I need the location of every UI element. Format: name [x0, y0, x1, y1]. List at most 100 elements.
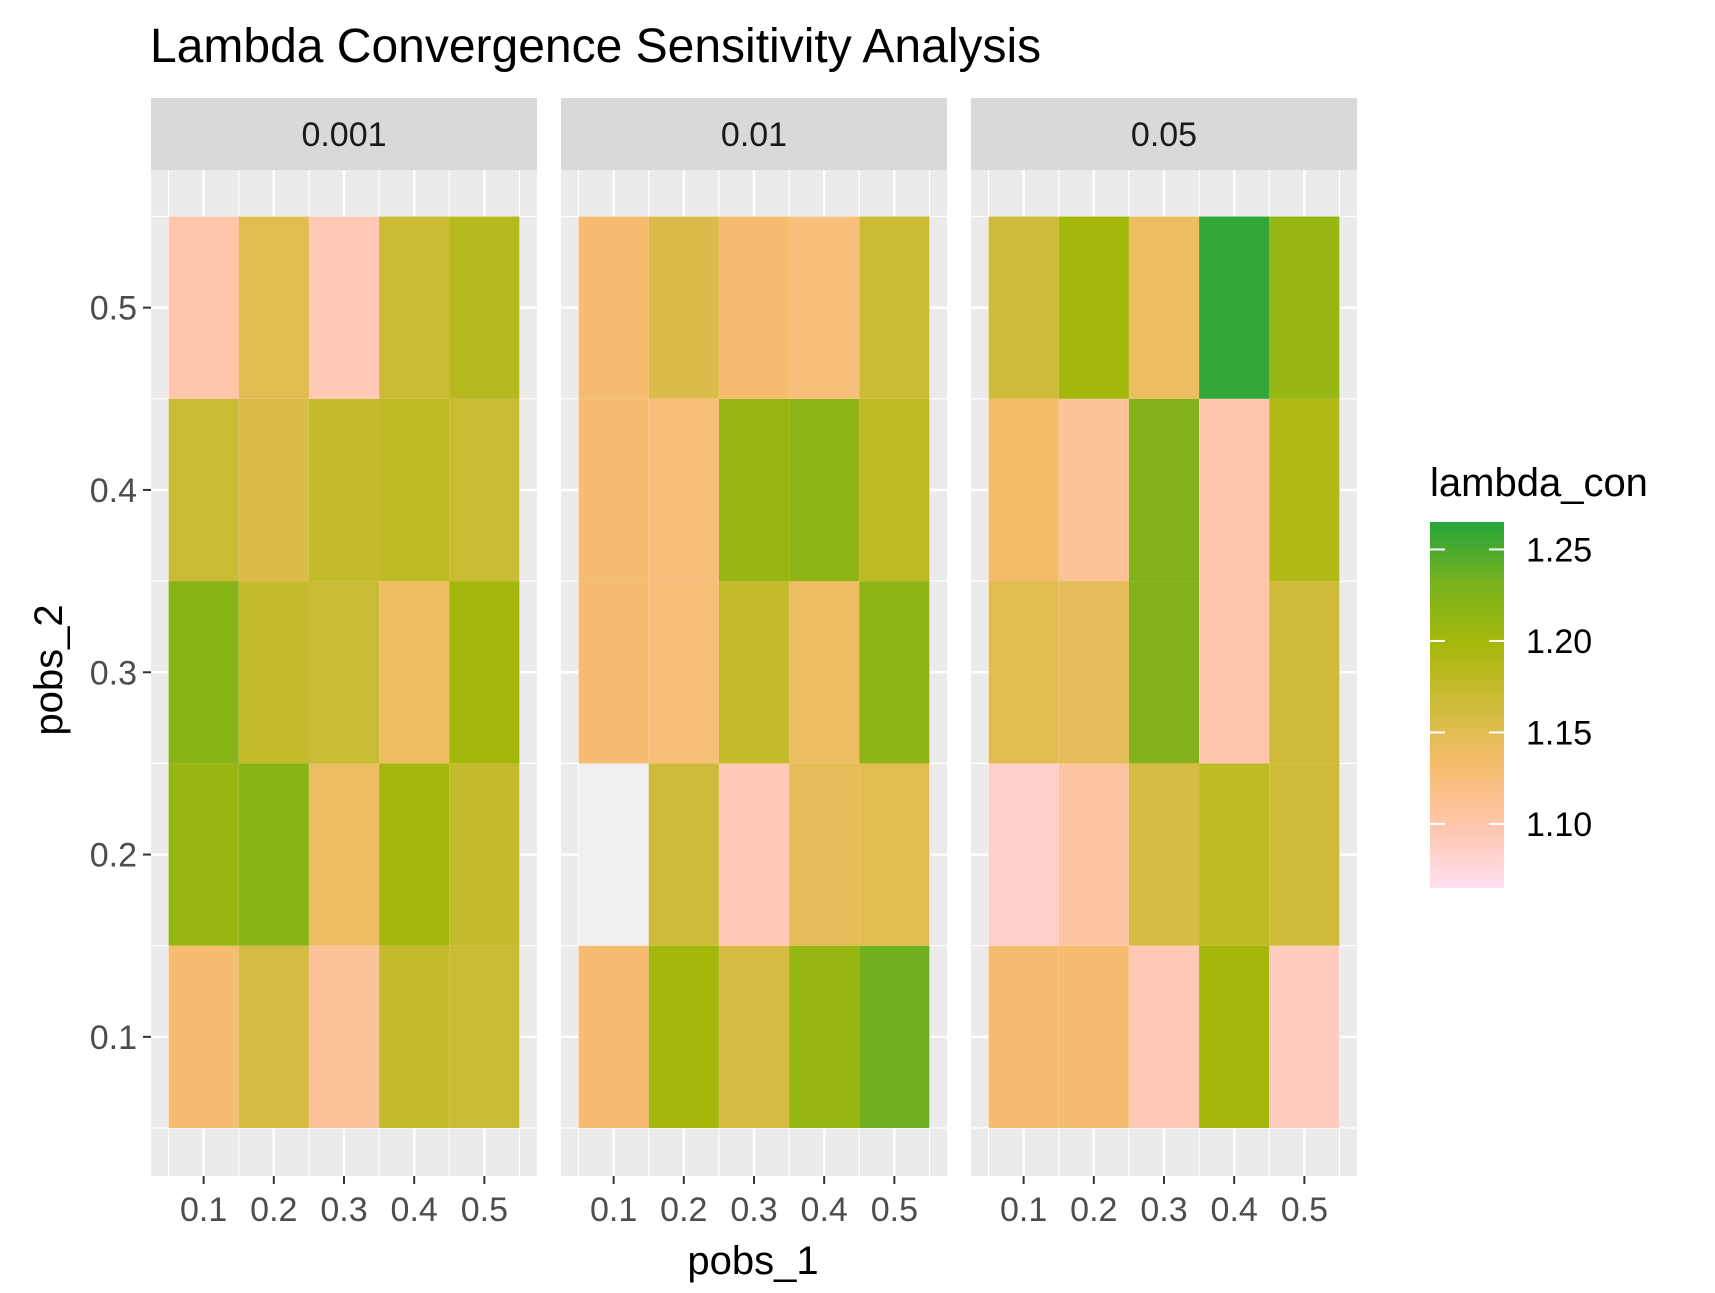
heatmap-cell — [1128, 763, 1200, 946]
heatmap-cell — [648, 398, 719, 582]
heatmap-cell — [1269, 945, 1340, 1128]
x-tick-label: 0.1 — [590, 1191, 637, 1229]
heatmap-cell — [238, 945, 309, 1128]
x-tick-label: 0.3 — [1140, 1191, 1187, 1229]
heatmap-cell — [859, 581, 930, 764]
heatmap-cell — [379, 581, 450, 764]
heatmap-cell — [379, 763, 450, 946]
x-tick-label: 0.5 — [871, 1191, 918, 1229]
heatmap-cell — [789, 581, 860, 764]
heatmap-cell — [1199, 945, 1270, 1128]
heatmap-cell — [1058, 581, 1129, 764]
heatmap-cell — [1199, 763, 1270, 946]
heatmap-cell — [379, 398, 450, 582]
heatmap-cell — [238, 398, 309, 582]
y-tick-label: 0.1 — [90, 1019, 137, 1057]
heatmap-cell — [1128, 945, 1200, 1128]
facet-strip — [151, 98, 537, 170]
heatmap-cell — [859, 216, 930, 399]
heatmap-cell — [379, 945, 450, 1128]
y-tick-label: 0.3 — [90, 654, 137, 692]
heatmap-cell — [449, 945, 520, 1128]
facet-strip-label: 0.01 — [721, 116, 787, 154]
heatmap-tiles — [578, 216, 930, 1128]
heatmap-cell — [379, 216, 450, 399]
heatmap-cell — [988, 216, 1059, 399]
heatmap-cell — [578, 581, 649, 764]
heatmap-cell — [308, 398, 380, 582]
x-tick-label: 0.2 — [660, 1191, 707, 1229]
y-axis: 0.1 0.2 0.3 0.4 0.5 — [90, 290, 151, 1057]
x-tick-label: 0.1 — [1000, 1191, 1047, 1229]
legend-label: 1.25 — [1526, 531, 1592, 569]
heatmap-cell — [988, 945, 1059, 1128]
heatmap-cell — [718, 763, 790, 946]
heatmap-cell — [578, 216, 649, 399]
heatmap-cell — [168, 763, 239, 946]
heatmap-cell — [1199, 581, 1270, 764]
heatmap-cell — [308, 945, 380, 1128]
heatmap-cell — [308, 581, 380, 764]
legend-label: 1.20 — [1526, 623, 1592, 661]
y-tick-label: 0.5 — [90, 290, 137, 328]
heatmap-cell — [1269, 398, 1340, 582]
heatmap-cell — [1269, 216, 1340, 399]
heatmap-cell — [1199, 398, 1270, 582]
heatmap-cell — [308, 216, 380, 399]
facet-strip-label: 0.05 — [1131, 116, 1197, 154]
x-axis-title: pobs_1 — [687, 1239, 818, 1283]
x-tick-label: 0.3 — [730, 1191, 777, 1229]
heatmap-cell — [648, 945, 719, 1128]
legend-label: 1.15 — [1526, 714, 1592, 752]
y-tick-label: 0.4 — [90, 472, 137, 510]
heatmap-cell — [859, 398, 930, 582]
heatmap-cell — [1269, 763, 1340, 946]
heatmap-cell — [718, 398, 790, 582]
x-tick-label: 0.2 — [250, 1191, 297, 1229]
heatmap-cell — [238, 581, 309, 764]
heatmap-cell — [1058, 945, 1129, 1128]
heatmap-cell — [988, 763, 1059, 946]
heatmap-cell — [449, 398, 520, 582]
x-axis-0.01: 0.1 0.2 0.3 0.4 0.5 — [590, 1176, 918, 1229]
legend-colorbar — [1430, 522, 1504, 888]
heatmap-cell — [168, 216, 239, 399]
heatmap-cell — [1128, 216, 1200, 399]
x-tick-label: 0.4 — [801, 1191, 848, 1229]
heatmap-cell — [648, 763, 719, 946]
color-legend: lambda_con 1.25 1.20 1.15 1.10 — [1430, 461, 1648, 888]
heatmap-cell — [168, 398, 239, 582]
facet-panel-0.01: 0.01 0.1 0.2 0.3 0.4 0.5 — [561, 98, 947, 1229]
heatmap-cell — [789, 398, 860, 582]
heatmap-cell — [718, 216, 790, 399]
facet-strip — [561, 98, 947, 170]
heatmap-cell — [718, 945, 790, 1128]
facet-strip-label: 0.001 — [301, 116, 386, 154]
x-tick-label: 0.4 — [391, 1191, 438, 1229]
heatmap-cell — [789, 763, 860, 946]
x-axis-0.05: 0.1 0.2 0.3 0.4 0.5 — [1000, 1176, 1328, 1229]
x-tick-label: 0.5 — [1281, 1191, 1328, 1229]
heatmap-cell — [1199, 216, 1270, 399]
x-tick-label: 0.2 — [1070, 1191, 1117, 1229]
x-tick-label: 0.5 — [461, 1191, 508, 1229]
heatmap-cell — [1058, 763, 1129, 946]
heatmap-cell — [578, 398, 649, 582]
heatmap-cell — [718, 581, 790, 764]
x-tick-label: 0.1 — [180, 1191, 227, 1229]
heatmap-cell — [449, 581, 520, 764]
heatmap-tiles — [168, 216, 520, 1128]
heatmap-cell — [1128, 398, 1200, 582]
heatmap-cell — [238, 216, 309, 399]
heatmap-cell — [1058, 216, 1129, 399]
heatmap-cell — [168, 581, 239, 764]
heatmap-tiles — [988, 216, 1340, 1128]
heatmap-cell — [1058, 398, 1129, 582]
chart-title: Lambda Convergence Sensitivity Analysis — [150, 20, 1041, 73]
heatmap-cell — [988, 398, 1059, 582]
heatmap-cell — [789, 216, 860, 399]
x-tick-label: 0.4 — [1211, 1191, 1258, 1229]
